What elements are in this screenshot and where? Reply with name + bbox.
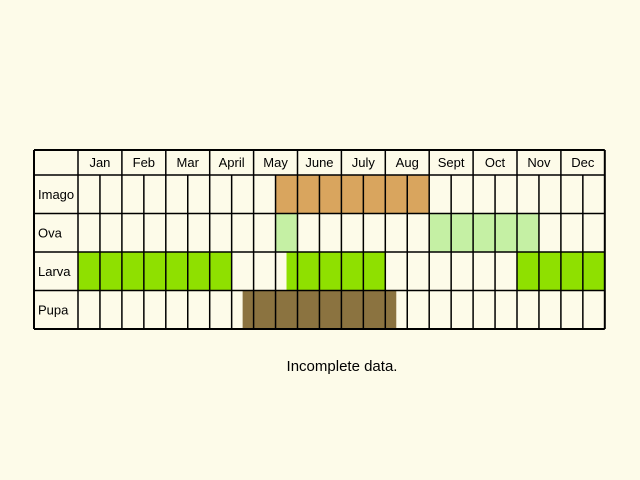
- activity-bar-imago: [275, 175, 430, 214]
- month-label: Sept: [438, 155, 465, 170]
- footnote: Incomplete data.: [286, 358, 398, 375]
- stage-label: Pupa: [38, 302, 69, 317]
- activity-bar-larva: [286, 252, 386, 291]
- month-label: Feb: [133, 155, 155, 170]
- month-label: May: [263, 155, 288, 170]
- month-label: July: [352, 155, 376, 170]
- activity-bar-ova: [275, 213, 298, 252]
- month-label: April: [219, 155, 245, 170]
- month-label: Aug: [396, 155, 419, 170]
- month-label: Jan: [89, 155, 110, 170]
- month-label: Nov: [527, 155, 551, 170]
- month-label: Mar: [177, 155, 200, 170]
- month-label: Dec: [571, 155, 595, 170]
- stage-label: Imago: [38, 187, 74, 202]
- activity-bar-larva: [78, 252, 232, 291]
- stage-label: Larva: [38, 264, 71, 279]
- activity-bar-ova: [429, 213, 539, 252]
- month-label: Oct: [485, 155, 506, 170]
- stage-label: Ova: [38, 225, 63, 240]
- month-label: June: [305, 155, 333, 170]
